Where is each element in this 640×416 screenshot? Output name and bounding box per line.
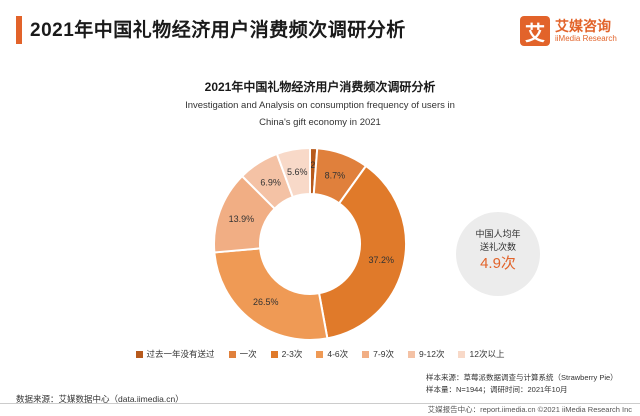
legend-label-1: 一次 [239, 349, 257, 359]
donut-slice-label-2: 37.2% [368, 255, 394, 265]
donut-slice-label-5: 6.9% [260, 177, 281, 187]
callout-label-line-1: 中国人均年 [475, 229, 521, 239]
logo-mark-icon: 艾 [520, 16, 550, 46]
legend-swatch-2 [270, 350, 278, 358]
donut-slice-6 [275, 146, 311, 199]
legend-swatch-3 [316, 350, 324, 358]
donut-slice-label-0: 1.2% [303, 160, 324, 170]
chart-legend: 过去一年没有送过 一次 2-3次 4-6次 7-9次 9-12次 12次以上 [0, 348, 640, 360]
callout-label-line-2: 送礼次数 [479, 242, 516, 252]
average-callout: 中国人均年 送礼次数 4.9次 [456, 212, 540, 296]
legend-item-4: 7-9次 [362, 348, 394, 360]
legend-label-5: 9-12次 [418, 349, 445, 359]
legend-label-3: 4-6次 [327, 349, 349, 359]
donut-slice-label-1: 8.7% [325, 170, 346, 180]
footer-text: 艾媒报告中心：report.iimedia.cn ©2021 iiMedia R… [427, 405, 632, 414]
sample-source-note: 样本来源：草莓派数据调查与计算系统（Strawberry Pie） [426, 373, 618, 382]
chart-title: 2021年中国礼物经济用户消费频次调研分析 [204, 80, 436, 94]
legend-label-2: 2-3次 [281, 349, 303, 359]
callout-value: 4.9次 [480, 255, 516, 272]
page-title: 2021年中国礼物经济用户消费频次调研分析 [30, 20, 406, 41]
logo-name-cn: 艾媒咨询 [555, 18, 611, 34]
legend-item-6: 12次以上 [458, 348, 504, 360]
footer-divider [0, 403, 640, 404]
legend-item-1: 一次 [228, 348, 257, 360]
chart-subtitle-line-1: Investigation and Analysis on consumptio… [185, 100, 455, 111]
legend-label-6: 12次以上 [469, 349, 505, 359]
legend-item-2: 2-3次 [270, 348, 303, 360]
legend-item-5: 9-12次 [407, 348, 445, 360]
legend-swatch-6 [458, 350, 466, 358]
legend-swatch-0 [135, 350, 143, 358]
logo-name-en: iiMedia Research [555, 34, 617, 43]
chart-subtitle: Investigation and Analysis on consumptio… [150, 97, 490, 131]
legend-label-0: 过去一年没有送过 [146, 349, 215, 359]
donut-slice-label-4: 13.9% [229, 214, 255, 224]
donut-slice-label-6: 5.6% [287, 167, 308, 177]
legend-label-4: 7-9次 [373, 349, 394, 359]
donut-slice-2 [317, 164, 407, 340]
title-accent-bar [16, 16, 22, 44]
donut-slice-label-3: 26.5% [253, 297, 279, 307]
donut-slice-3 [213, 247, 329, 341]
legend-swatch-5 [407, 350, 415, 358]
sample-size-note: 样本量：N=1944；调研时间：2021年10月 [426, 385, 568, 394]
brand-logo: 艾 艾媒咨询 iiMedia Research [520, 16, 617, 46]
legend-item-3: 4-6次 [316, 348, 348, 360]
legend-swatch-1 [228, 350, 236, 358]
data-source: 数据来源：艾媒数据中心（data.iimedia.cn） [16, 394, 184, 404]
chart-subtitle-line-2: China's gift economy in 2021 [259, 117, 381, 128]
legend-swatch-4 [362, 350, 370, 358]
legend-item-0: 过去一年没有送过 [135, 348, 215, 360]
